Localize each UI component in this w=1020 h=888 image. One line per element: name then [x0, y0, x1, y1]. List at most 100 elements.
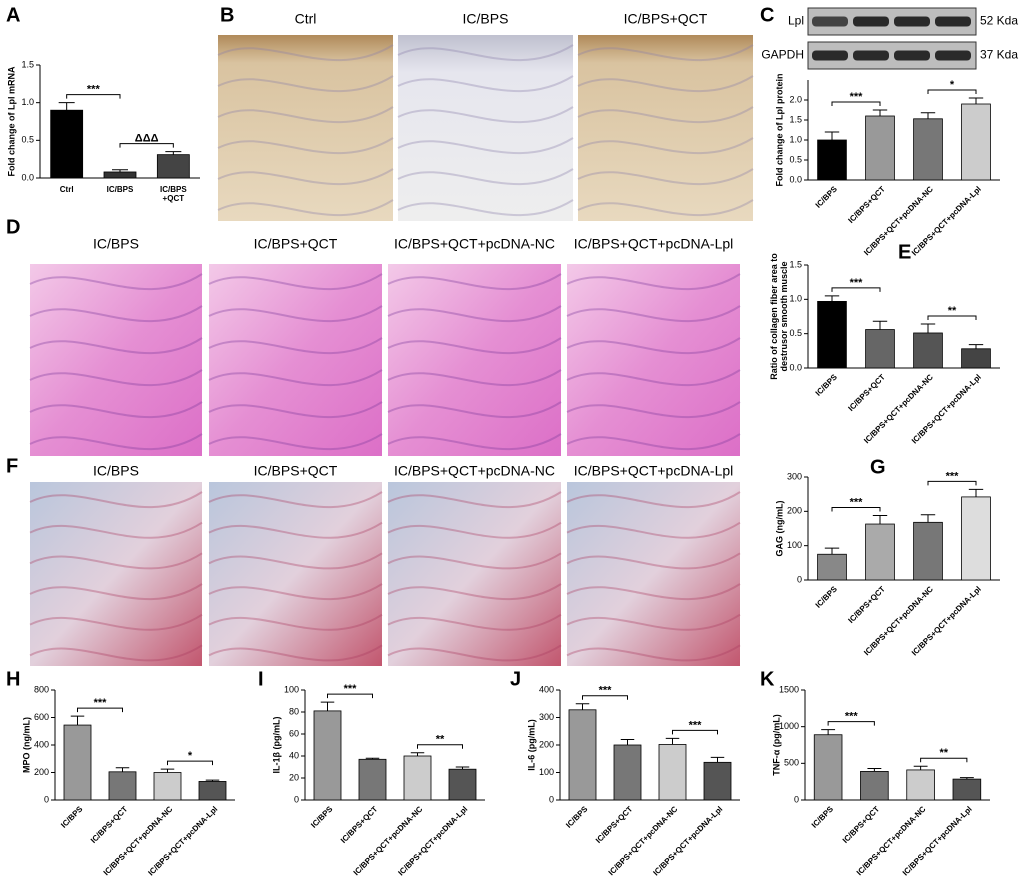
- error-bar: [160, 768, 175, 773]
- error-bar: [70, 715, 85, 726]
- x-tick-label: IC/BPS: [814, 372, 840, 398]
- micrograph: [388, 264, 561, 456]
- x-tick-label: IC/BPS+QCT: [841, 804, 882, 845]
- y-tick-label: 80: [289, 706, 299, 716]
- blot-band: [894, 16, 930, 27]
- blot-band: [935, 16, 971, 27]
- y-tick-label: 100: [787, 540, 802, 550]
- y-tick-label: 300: [787, 471, 802, 481]
- tissue-texture: [29, 491, 203, 662]
- bar: [860, 771, 889, 801]
- tissue-texture: [566, 491, 741, 662]
- significance-label: ΔΔΔ: [135, 133, 159, 145]
- micrograph: [567, 264, 740, 456]
- error-bar: [872, 320, 888, 330]
- bar: [961, 103, 991, 181]
- x-tick-label: IC/BPS+QCT: [846, 184, 887, 225]
- x-tick-label: IC/BPS: [814, 184, 840, 210]
- error-bar: [455, 766, 470, 770]
- error-bar: [872, 514, 888, 525]
- image-label: IC/BPS+QCT+pcDNA-Lpl: [574, 463, 734, 479]
- tissue-texture: [217, 44, 394, 217]
- bar: [63, 724, 92, 801]
- significance-bracket: [417, 744, 463, 749]
- tissue-texture: [387, 273, 562, 451]
- error-bar: [824, 295, 840, 302]
- bar: [108, 771, 137, 801]
- significance-label: ***: [94, 697, 108, 709]
- y-axis-label: GAG (ng/mL): [774, 501, 784, 557]
- y-tick-label: 40: [289, 750, 299, 760]
- image-label: Ctrl: [295, 11, 317, 27]
- significance-bracket: [831, 101, 881, 106]
- x-tick-label: IC/BPS: [59, 804, 85, 830]
- error-bar: [665, 737, 680, 745]
- y-tick-label: 200: [787, 506, 802, 516]
- y-tick-label: 60: [289, 728, 299, 738]
- error-bar: [959, 777, 974, 780]
- error-bar: [913, 765, 928, 770]
- x-tick-label: IC/BPS: [814, 584, 840, 610]
- panel-letter: K: [760, 668, 775, 690]
- y-tick-label: 100: [539, 767, 554, 777]
- bar: [568, 709, 597, 801]
- bar: [703, 761, 732, 801]
- y-tick-label: 1.5: [789, 259, 802, 269]
- significance-label: **: [948, 305, 957, 317]
- blot-band: [812, 16, 848, 27]
- significance-bracket: [119, 143, 174, 148]
- blot-band: [935, 50, 971, 61]
- significance-label: ***: [689, 719, 703, 731]
- micrograph: [567, 482, 740, 666]
- y-axis-label: Fold change of Lpl mRNA: [6, 66, 16, 176]
- x-tick-label: IC/BPS+QCT: [846, 584, 887, 625]
- y-axis-label: IL-1β (pg/mL): [271, 717, 281, 774]
- error-bar: [867, 767, 882, 772]
- y-axis-label: MPO (ng/mL): [21, 717, 31, 773]
- panel-letter: E: [898, 241, 911, 263]
- x-tick-label: IC/BPS+QCT: [846, 372, 887, 413]
- y-tick-label: 0: [549, 794, 554, 804]
- bar: [403, 755, 432, 801]
- error-bar: [320, 701, 335, 711]
- x-tick-label: IC/BPS: [810, 804, 836, 830]
- band-label: Lpl: [788, 14, 804, 28]
- y-tick-label: 0.0: [789, 362, 802, 372]
- y-tick-label: 0.5: [21, 135, 34, 145]
- panel-letter: F: [6, 455, 18, 477]
- tissue-texture: [577, 44, 754, 217]
- band-label: GAPDH: [761, 48, 804, 62]
- blot-band: [894, 50, 930, 61]
- micrograph: [398, 35, 573, 221]
- significance-label: ***: [850, 91, 864, 103]
- error-bar: [920, 112, 936, 119]
- error-bar: [575, 703, 590, 710]
- x-tick-label: IC/BPS+QCT: [160, 185, 187, 203]
- bar: [313, 710, 342, 801]
- bar: [156, 154, 190, 179]
- bar: [658, 744, 687, 801]
- significance-bracket: [167, 760, 213, 766]
- panel-letter: H: [6, 668, 20, 690]
- panel-letter: B: [220, 4, 234, 26]
- blot-band: [812, 50, 848, 61]
- y-tick-label: 1.0: [789, 134, 802, 144]
- image-label: IC/BPS+QCT: [254, 463, 338, 479]
- image-label: IC/BPS: [463, 11, 509, 27]
- panel-letter: A: [6, 4, 20, 26]
- significance-label: ***: [850, 277, 864, 289]
- x-tick-label: IC/BPS: [107, 185, 134, 194]
- bar: [865, 329, 895, 369]
- bar: [865, 523, 895, 581]
- y-tick-label: 400: [34, 739, 49, 749]
- y-tick-label: 1500: [779, 684, 799, 694]
- error-bar: [112, 169, 128, 172]
- error-bar: [920, 323, 936, 333]
- error-bar: [710, 756, 725, 763]
- y-tick-label: 0: [794, 794, 799, 804]
- bar: [817, 553, 847, 581]
- significance-bracket: [831, 287, 881, 292]
- y-tick-label: 0: [797, 574, 802, 584]
- error-bar: [968, 344, 984, 349]
